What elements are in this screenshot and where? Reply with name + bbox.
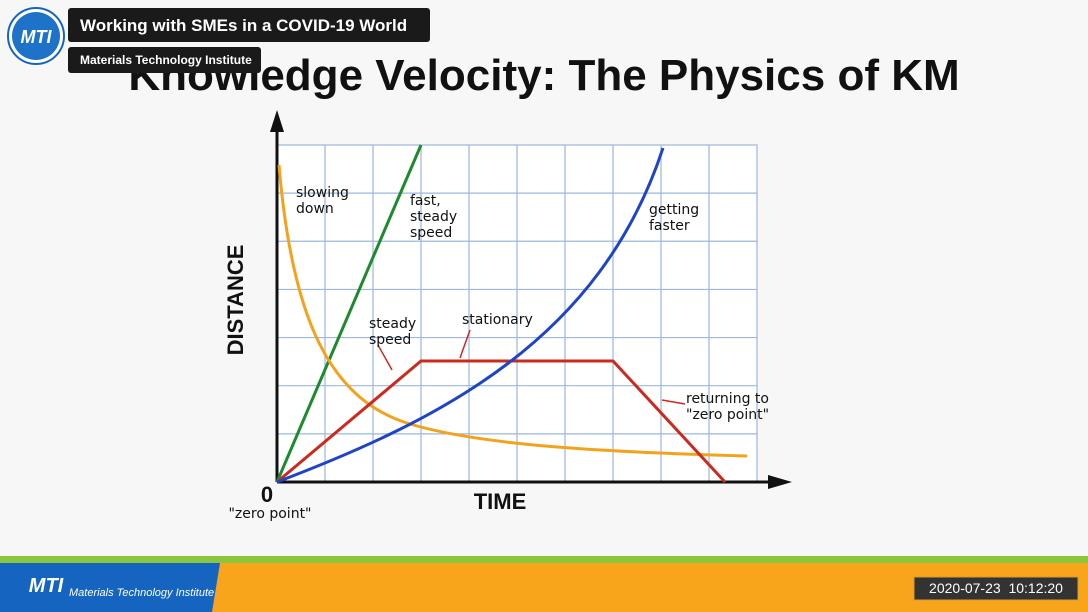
y-arrow — [270, 110, 284, 132]
origin-label: 0 — [261, 482, 273, 507]
label-faster: getting — [649, 202, 699, 218]
label-stationary: stationary — [462, 312, 533, 328]
label-slowing: slowing — [296, 185, 349, 201]
y-axis-label: DISTANCE — [223, 245, 248, 356]
label-fast: speed — [410, 225, 452, 241]
video-title-box[interactable] — [68, 8, 430, 42]
footer-stripe — [0, 556, 1088, 563]
timestamp-box — [913, 576, 1079, 601]
footer-brand-panel — [0, 563, 220, 612]
footer-logo: MTI — [29, 575, 64, 597]
faster-curve — [276, 147, 665, 484]
video-title[interactable]: Working with SMEs in a COVID-19 World — [80, 16, 407, 35]
x-axis-label: TIME — [474, 489, 527, 514]
label-fast: fast, — [410, 193, 441, 209]
pointers — [377, 329, 686, 405]
label-steady: speed — [369, 332, 411, 348]
steady-line — [276, 359, 727, 484]
label-slowing: down — [296, 201, 334, 217]
channel-box[interactable] — [68, 47, 261, 73]
label-returning: returning to — [686, 391, 769, 407]
label-steady: steady — [369, 316, 416, 332]
origin-note: "zero point" — [228, 506, 311, 522]
slide-title: Knowledge Velocity: The Physics of KM — [128, 51, 959, 100]
channel-name[interactable]: Materials Technology Institute — [80, 53, 252, 67]
timestamp: 2020-07-23 10:12:20 — [929, 580, 1063, 596]
grid — [276, 144, 758, 483]
label-faster: faster — [649, 218, 690, 234]
channel-logo-text: MTI — [21, 27, 53, 47]
x-arrow — [768, 475, 792, 489]
channel-logo-inner — [12, 12, 60, 60]
label-fast: steady — [410, 209, 457, 225]
fast-line — [275, 144, 423, 483]
footer-brand: Materials Technology Institute — [69, 587, 214, 599]
label-returning: "zero point" — [686, 407, 769, 423]
